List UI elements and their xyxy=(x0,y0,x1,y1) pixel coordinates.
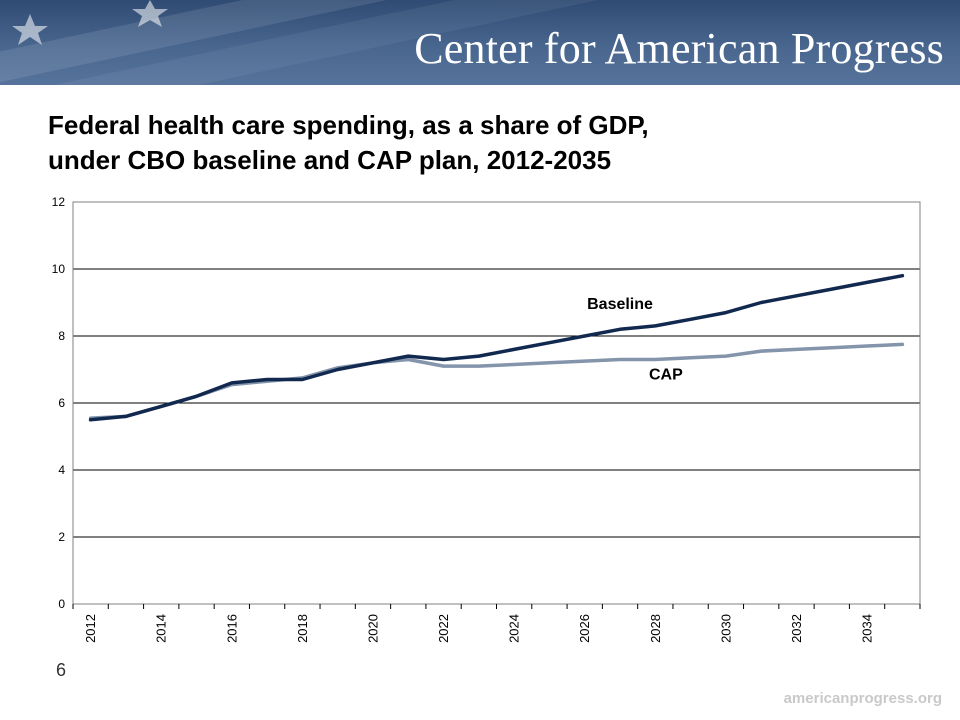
series-label-baseline: Baseline xyxy=(587,296,653,313)
chart-title: Federal health care spending, as a share… xyxy=(48,108,908,178)
x-tick-label: 2020 xyxy=(365,614,380,643)
x-tick-label: 2022 xyxy=(436,614,451,643)
x-tick-label: 2032 xyxy=(789,614,804,643)
y-tick-label: 2 xyxy=(58,530,65,544)
x-tick-label: 2018 xyxy=(295,614,310,643)
org-name: Center for American Progress xyxy=(414,24,944,73)
series-line-baseline xyxy=(88,273,905,422)
chart-title-line-1: Federal health care spending, as a share… xyxy=(48,110,649,140)
y-tick-label: 12 xyxy=(52,195,66,209)
slide-number: 6 xyxy=(56,660,67,680)
series-label-cap: CAP xyxy=(649,367,683,384)
y-tick-label: 8 xyxy=(58,329,65,343)
stars-decoration-icon xyxy=(12,0,168,45)
x-tick-label: 2024 xyxy=(507,614,522,643)
series-line-cap xyxy=(88,342,905,420)
y-tick-label: 6 xyxy=(58,396,65,410)
x-tick-label: 2014 xyxy=(154,614,169,643)
x-tick-label: 2026 xyxy=(577,614,592,643)
x-tick-label: 2016 xyxy=(224,614,239,643)
x-tick-label: 2028 xyxy=(648,614,663,643)
star-icon xyxy=(12,14,48,45)
y-tick-label: 0 xyxy=(58,597,65,611)
y-tick-label: 4 xyxy=(58,463,65,477)
y-tick-label: 10 xyxy=(52,262,66,276)
header-banner: Center for American Progress xyxy=(0,0,960,85)
x-tick-label: 2012 xyxy=(83,614,98,643)
x-tick-label: 2034 xyxy=(860,614,875,643)
star-icon xyxy=(132,0,168,27)
chart-title-line-2: under CBO baseline and CAP plan, 2012-20… xyxy=(48,145,612,175)
x-tick-label: 2030 xyxy=(718,614,733,643)
footer-url: americanprogress.org xyxy=(783,690,942,707)
